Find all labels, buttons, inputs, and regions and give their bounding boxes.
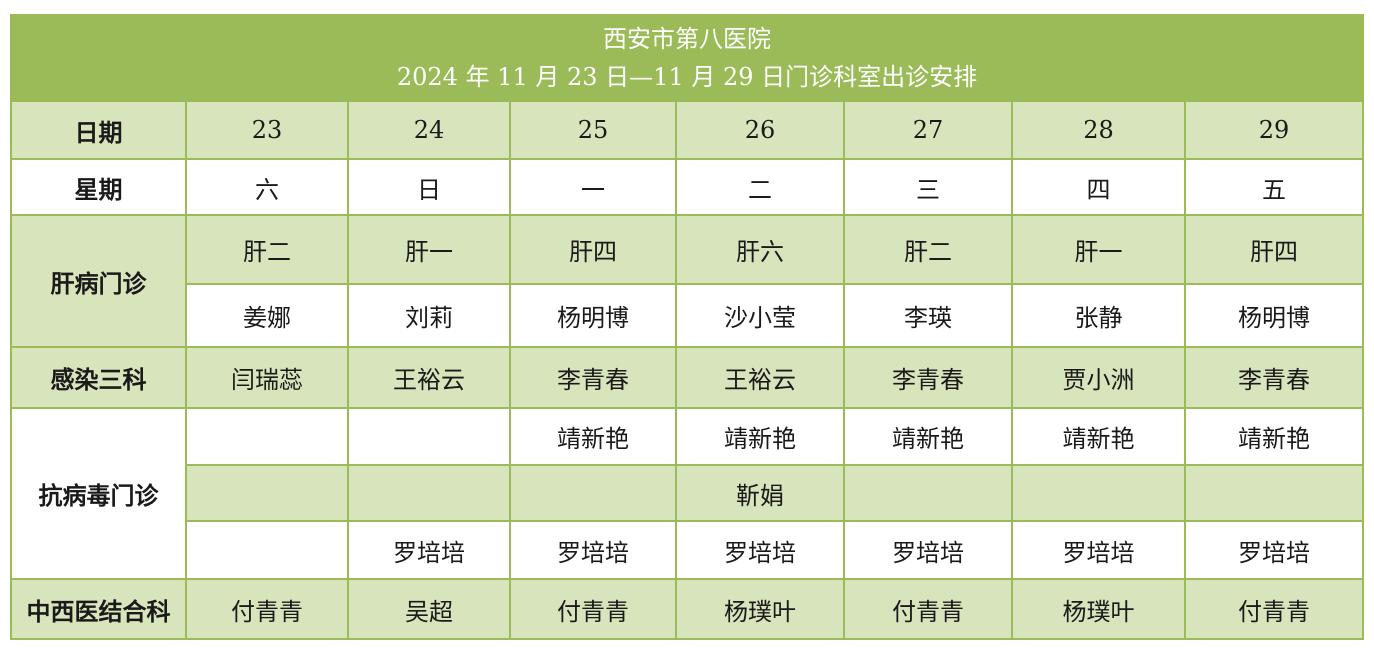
integrative-doctor-cell: 杨璞叶 xyxy=(1011,578,1186,640)
infection-doctor-cell: 贾小洲 xyxy=(1011,346,1186,409)
antiviral-doctor-cell xyxy=(843,464,1013,522)
antiviral-row-3: 罗培培 罗培培 罗培培 罗培培 罗培培 罗培培 xyxy=(11,520,1365,580)
liver-doctor-cell: 刘莉 xyxy=(347,283,511,348)
date-cell: 27 xyxy=(843,100,1013,160)
integrative-dept-label: 中西医结合科 xyxy=(10,578,187,640)
weekday-label: 星期 xyxy=(10,158,187,216)
antiviral-clinic-label: 抗病毒门诊 xyxy=(10,407,187,580)
date-cell: 25 xyxy=(509,100,677,160)
antiviral-doctor-cell: 罗培培 xyxy=(675,520,845,580)
date-row: 日期 23 24 25 26 27 28 29 xyxy=(10,100,1365,160)
liver-room-cell: 肝一 xyxy=(1011,214,1186,285)
infection-doctor-cell: 李青春 xyxy=(843,346,1013,409)
liver-doctor-cell: 沙小莹 xyxy=(675,283,845,348)
antiviral-doctor-cell xyxy=(185,520,349,580)
liver-room-cell: 肝六 xyxy=(675,214,845,285)
weekday-cell: 四 xyxy=(1011,158,1186,216)
antiviral-doctor-cell: 靖新艳 xyxy=(843,407,1013,466)
infection-doctor-cell: 王裕云 xyxy=(675,346,845,409)
date-cell: 24 xyxy=(347,100,511,160)
liver-room-cell: 肝一 xyxy=(347,214,511,285)
antiviral-doctor-cell xyxy=(347,407,511,466)
liver-room-cell: 肝二 xyxy=(843,214,1013,285)
antiviral-doctor-cell: 罗培培 xyxy=(1011,520,1186,580)
liver-clinic-label: 肝病门诊 xyxy=(10,214,187,348)
liver-doctor-cell: 姜娜 xyxy=(185,283,349,348)
date-cell: 28 xyxy=(1011,100,1186,160)
antiviral-doctor-cell: 罗培培 xyxy=(509,520,677,580)
integrative-doctor-cell: 杨璞叶 xyxy=(675,578,845,640)
integrative-doctor-cell: 付青青 xyxy=(1183,578,1365,640)
liver-room-cell: 肝四 xyxy=(1183,214,1365,285)
date-label: 日期 xyxy=(10,100,187,160)
antiviral-row-2: 靳娟 xyxy=(11,464,1365,522)
antiviral-doctor-cell xyxy=(185,464,349,522)
weekday-cell: 一 xyxy=(509,158,677,216)
antiviral-doctor-cell: 靖新艳 xyxy=(509,407,677,466)
date-cell: 26 xyxy=(675,100,845,160)
antiviral-row-1: 抗病毒门诊 靖新艳 靖新艳 靖新艳 靖新艳 靖新艳 xyxy=(10,407,1365,580)
infection-dept-label: 感染三科 xyxy=(10,346,187,409)
integrative-doctor-cell: 付青青 xyxy=(185,578,349,640)
antiviral-doctor-cell xyxy=(509,464,677,522)
hospital-name: 西安市第八医院 xyxy=(603,25,771,53)
liver-doctor-cell: 杨明博 xyxy=(1183,283,1365,348)
antiviral-doctor-cell: 罗培培 xyxy=(347,520,511,580)
liver-room-row: 肝病门诊 肝二 肝一 肝四 肝六 肝二 肝一 肝四 xyxy=(10,214,1365,348)
liver-doctor-cell: 杨明博 xyxy=(509,283,677,348)
weekday-cell: 六 xyxy=(185,158,349,216)
date-cell: 23 xyxy=(185,100,349,160)
infection-doctor-cell: 闫瑞蕊 xyxy=(185,346,349,409)
antiviral-doctor-cell xyxy=(347,464,511,522)
integrative-doctor-cell: 付青青 xyxy=(509,578,677,640)
weekday-cell: 五 xyxy=(1183,158,1365,216)
liver-room-cell: 肝二 xyxy=(185,214,349,285)
title-row: 西安市第八医院 2024 年 11 月 23 日—11 月 29 日门诊科室出诊… xyxy=(9,14,1365,102)
liver-doctor-row: 姜娜 刘莉 杨明博 沙小莹 李瑛 张静 杨明博 xyxy=(11,283,1365,348)
antiviral-doctor-cell: 靖新艳 xyxy=(675,407,845,466)
integrative-doctor-cell: 付青青 xyxy=(843,578,1013,640)
liver-room-cell: 肝四 xyxy=(509,214,677,285)
infection-row: 感染三科 闫瑞蕊 王裕云 李青春 王裕云 李青春 贾小洲 李青春 xyxy=(10,346,1365,409)
integrative-row: 中西医结合科 付青青 吴超 付青青 杨璞叶 付青青 杨璞叶 付青青 xyxy=(10,578,1365,640)
antiviral-doctor-cell: 罗培培 xyxy=(1183,520,1365,580)
antiviral-doctor-cell: 靖新艳 xyxy=(1183,407,1365,466)
infection-doctor-cell: 李青春 xyxy=(509,346,677,409)
infection-doctor-cell: 李青春 xyxy=(1183,346,1365,409)
schedule-table: 西安市第八医院 2024 年 11 月 23 日—11 月 29 日门诊科室出诊… xyxy=(9,14,1365,640)
antiviral-doctor-cell xyxy=(185,407,349,466)
weekday-row: 星期 六 日 一 二 三 四 五 xyxy=(10,158,1365,216)
liver-doctor-cell: 张静 xyxy=(1011,283,1186,348)
antiviral-doctor-cell: 靖新艳 xyxy=(1011,407,1186,466)
weekday-cell: 二 xyxy=(675,158,845,216)
schedule-period: 2024 年 11 月 23 日—11 月 29 日门诊科室出诊安排 xyxy=(396,63,978,91)
liver-doctor-cell: 李瑛 xyxy=(843,283,1013,348)
antiviral-doctor-cell: 罗培培 xyxy=(843,520,1013,580)
weekday-cell: 三 xyxy=(843,158,1013,216)
schedule-title: 西安市第八医院 2024 年 11 月 23 日—11 月 29 日门诊科室出诊… xyxy=(9,14,1365,102)
infection-doctor-cell: 王裕云 xyxy=(347,346,511,409)
weekday-cell: 日 xyxy=(347,158,511,216)
antiviral-doctor-cell: 靳娟 xyxy=(675,464,845,522)
antiviral-doctor-cell xyxy=(1011,464,1186,522)
integrative-doctor-cell: 吴超 xyxy=(347,578,511,640)
antiviral-doctor-cell xyxy=(1183,464,1365,522)
date-cell: 29 xyxy=(1183,100,1365,160)
